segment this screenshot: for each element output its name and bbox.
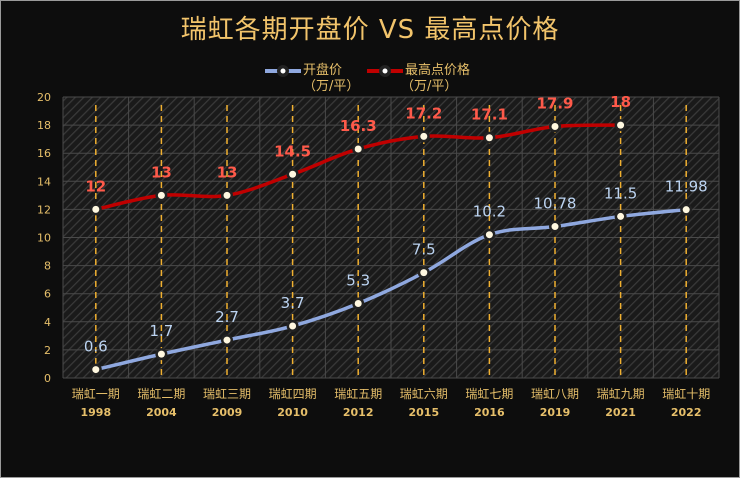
x-tick-year: 2004 <box>146 406 177 419</box>
x-tick-label: 瑞虹六期 <box>400 387 448 401</box>
data-label: 13 <box>151 163 172 181</box>
y-tick-label: 10 <box>37 232 51 245</box>
data-label: 17.9 <box>536 95 573 113</box>
legend-unit-opening: （万/平） <box>303 79 360 94</box>
data-label: 10.2 <box>473 203 506 221</box>
x-tick-year: 2021 <box>605 406 636 419</box>
data-label: 13 <box>217 163 238 181</box>
data-point <box>223 191 231 199</box>
data-label: 14.5 <box>274 142 311 160</box>
data-point <box>354 300 362 308</box>
x-tick-label: 瑞虹八期 <box>531 387 579 401</box>
x-tick-year: 2009 <box>212 406 243 419</box>
legend-label-peak: 最高点价格 <box>405 63 471 78</box>
data-label: 18 <box>610 93 631 111</box>
data-label: 12 <box>85 177 106 195</box>
y-tick-label: 0 <box>44 372 51 385</box>
data-point <box>420 132 428 140</box>
legend-marker-peak <box>367 64 403 77</box>
x-tick-year: 2015 <box>408 406 439 419</box>
data-point <box>289 322 297 330</box>
x-tick-label: 瑞虹十期 <box>662 387 710 401</box>
data-label: 2.7 <box>215 308 239 326</box>
data-point <box>92 205 100 213</box>
data-point <box>157 191 165 199</box>
y-tick-label: 18 <box>37 119 51 132</box>
chart-title: 瑞虹各期开盘价 VS 最高点价格 <box>180 15 560 45</box>
data-point <box>354 145 362 153</box>
y-tick-label: 16 <box>37 147 51 160</box>
data-label: 10.78 <box>534 195 577 213</box>
data-label: 1.7 <box>149 322 173 340</box>
x-tick-label: 瑞虹二期 <box>137 387 185 401</box>
legend-label-opening: 开盘价 <box>303 63 343 78</box>
data-point <box>617 121 625 129</box>
legend-unit-peak: （万/平） <box>401 79 458 94</box>
data-point <box>485 134 493 142</box>
y-tick-label: 8 <box>44 260 51 273</box>
y-tick-label: 12 <box>37 203 51 216</box>
x-tick-year: 2019 <box>540 406 571 419</box>
x-tick-year: 2022 <box>671 406 702 419</box>
data-point <box>617 212 625 220</box>
data-label: 11.98 <box>665 178 708 196</box>
y-tick-label: 2 <box>44 344 51 357</box>
x-tick-label: 瑞虹一期 <box>72 387 120 401</box>
x-tick-year: 1998 <box>80 406 111 419</box>
data-label: 3.7 <box>281 294 305 312</box>
data-point <box>682 206 690 214</box>
x-tick-label: 瑞虹五期 <box>334 387 382 401</box>
x-tick-year: 2016 <box>474 406 505 419</box>
x-tick-label: 瑞虹三期 <box>203 387 251 401</box>
legend-item-opening-price: 开盘价 （万/平） <box>263 63 359 95</box>
data-label: 5.3 <box>346 272 370 290</box>
series-line-0 <box>95 207 687 372</box>
legend-marker-opening <box>265 64 301 77</box>
data-label: 17.2 <box>405 104 442 122</box>
y-tick-label: 14 <box>37 175 51 188</box>
x-tick-label: 瑞虹九期 <box>597 387 645 401</box>
data-point <box>420 269 428 277</box>
y-tick-label: 4 <box>44 316 51 329</box>
data-point <box>551 123 559 131</box>
x-tick-label: 瑞虹七期 <box>465 387 513 401</box>
legend-item-peak-price: 最高点价格 （万/平） <box>365 63 470 95</box>
data-label: 0.6 <box>84 338 108 356</box>
data-label: 11.5 <box>604 184 637 202</box>
y-tick-label: 6 <box>44 288 51 301</box>
data-point <box>92 366 100 374</box>
x-tick-year: 2010 <box>277 406 308 419</box>
x-tick-label: 瑞虹四期 <box>269 387 317 401</box>
data-point <box>485 231 493 239</box>
data-point <box>289 170 297 178</box>
x-tick-year: 2012 <box>343 406 374 419</box>
data-point <box>157 350 165 358</box>
data-label: 7.5 <box>412 241 436 259</box>
data-point <box>551 223 559 231</box>
data-label: 16.3 <box>340 117 377 135</box>
data-point <box>223 336 231 344</box>
y-tick-label: 20 <box>37 91 51 104</box>
data-label: 17.1 <box>471 106 508 124</box>
